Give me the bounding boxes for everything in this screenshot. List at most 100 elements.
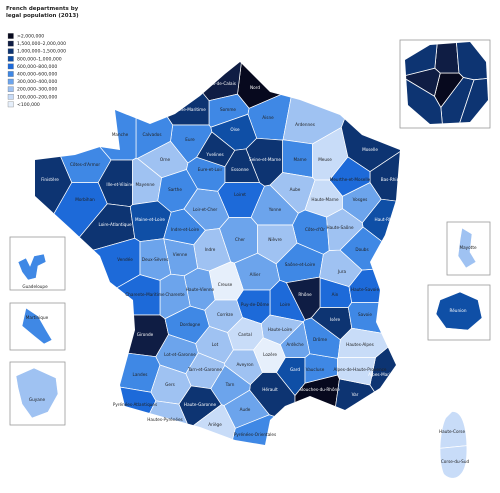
department-label: Lot-et-Garonne — [164, 352, 196, 357]
department-label: Moselle — [362, 147, 378, 152]
department-label: Loire — [280, 302, 291, 307]
department-label: Côte-d'Or — [305, 227, 325, 232]
department-label: Gard — [290, 367, 300, 372]
departments — [35, 62, 467, 478]
legend-swatch — [7, 94, 14, 100]
department-label: Haute-Saône — [326, 225, 354, 230]
department-label: Tarn — [225, 382, 235, 387]
department — [363, 443, 467, 478]
legend-swatch — [7, 63, 14, 70]
department-label: Allier — [250, 272, 261, 277]
legend-swatch — [7, 78, 14, 85]
department-label: Loir-et-Cher — [193, 207, 218, 212]
department-label: Côtes-d'Armor — [70, 162, 100, 167]
department-label: Calvados — [142, 132, 161, 137]
department-label: Bouches-du-Rhône — [300, 387, 340, 392]
department-label: Deux-Sèvres — [142, 257, 169, 262]
department-label: Creuse — [218, 282, 233, 287]
department-label: Cantal — [238, 332, 252, 337]
department — [326, 378, 399, 478]
department-label: Cher — [235, 237, 245, 242]
department-label: Corse-du-Sud — [441, 459, 470, 464]
title: French departments by legal population (… — [6, 6, 79, 19]
inset-department — [434, 42, 460, 74]
department — [110, 400, 190, 478]
department-label: Somme — [220, 107, 236, 112]
legend-label: 400,000–600,000 — [17, 72, 57, 78]
department-label: Haute-Vienne — [186, 287, 215, 292]
legend-swatch — [7, 48, 14, 54]
department-label: Var — [352, 392, 359, 397]
department — [163, 208, 206, 246]
department-label: Seine-et-Marne — [249, 157, 281, 162]
department-label: Ariège — [208, 422, 222, 427]
department-label: Vosges — [353, 197, 368, 202]
inset-frame — [9, 236, 66, 291]
department-label: Gironde — [137, 332, 154, 337]
legend-swatch — [7, 33, 14, 39]
department-label: Bas-Rhin — [381, 177, 400, 182]
department-label: Hérault — [262, 387, 278, 392]
department — [128, 62, 210, 126]
department — [282, 62, 372, 145]
inset-frame — [427, 284, 491, 341]
department-label: Aube — [290, 187, 301, 192]
department-label: Puy-de-Dôme — [241, 302, 270, 307]
department-label: Loire-Atlantique — [98, 222, 132, 227]
department — [224, 148, 261, 183]
department-label: Pyrénées-Orientales — [234, 432, 276, 437]
department-label: Finistère — [41, 177, 59, 182]
department-label: Hautes-Alpes — [346, 342, 374, 347]
legend-label: 800,000–1,000,000 — [17, 56, 62, 62]
department — [35, 62, 73, 275]
department-labels: Nord Pas-de-Calais Somme Aisne Oise Seine-Mar… — [41, 81, 469, 464]
department-label: Meuse — [318, 157, 332, 162]
department-label: Vendée — [117, 257, 133, 262]
department-label: Drôme — [313, 337, 327, 342]
department — [279, 320, 311, 358]
overseas-department — [457, 227, 477, 269]
department-label: Savoie — [358, 312, 372, 317]
department-label: Haute-Corse — [439, 429, 465, 434]
department-label: Loiret — [234, 192, 246, 197]
department-label: Sarthe — [168, 187, 182, 192]
department-label: Maine-et-Loire — [135, 217, 165, 222]
department-label: Vienne — [173, 252, 188, 257]
legend-swatch — [7, 86, 14, 92]
inset-department — [455, 42, 488, 81]
department-label: Isère — [330, 317, 341, 322]
department-label: Aisne — [262, 115, 274, 120]
department-label: Mayenne — [135, 182, 155, 187]
department-label: Doubs — [355, 247, 368, 252]
legend-label: 1,000,000–1,500,000 — [17, 49, 66, 55]
department-label: Alpes-Maritimes — [368, 372, 402, 377]
department-label: Haute-Savoie — [351, 287, 380, 292]
department-label: Indre — [205, 247, 216, 252]
department-label: Essonne — [231, 167, 249, 172]
overseas: Guadeloupe Martinique Guyane Mayotte Réunion — [9, 221, 491, 426]
legend-label: >2,000,000 — [17, 34, 44, 40]
department-label: Tarn-et-Garonne — [187, 367, 222, 372]
department-label: Dordogne — [180, 322, 201, 327]
legend-label: 1,500,000–2,000,000 — [17, 41, 66, 47]
department-label: Yvelines — [205, 152, 223, 157]
inset-frame — [446, 221, 491, 276]
inset-frame — [9, 302, 66, 351]
overseas-label: Martinique — [26, 315, 49, 320]
department-label: Pyrénées-Atlantiques — [113, 402, 157, 407]
legend-swatch — [7, 40, 14, 47]
legend-label: 100,000–200,000 — [17, 94, 57, 100]
department-label: Oise — [230, 127, 240, 132]
department-label: Gers — [165, 382, 175, 387]
paris-inset — [405, 42, 488, 124]
department-label: Ardèche — [286, 342, 304, 347]
legend-swatch — [7, 101, 14, 108]
legend-label: 200,000–300,000 — [17, 87, 57, 93]
department — [326, 208, 364, 251]
legend-swatch — [7, 56, 14, 62]
department-label: Indre-et-Loire — [171, 227, 200, 232]
overseas-department — [435, 291, 483, 331]
overseas-department — [21, 307, 53, 345]
